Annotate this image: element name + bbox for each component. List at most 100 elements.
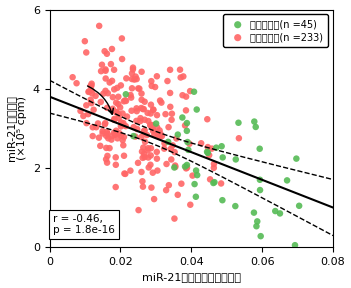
正常細胞　（n =45）: [193, 194, 199, 199]
がん細胞　（n =233）: [110, 107, 115, 111]
正常細胞　（n =45）: [257, 188, 263, 192]
がん細胞　（n =233）: [170, 143, 176, 148]
がん細胞　（n =233）: [140, 145, 146, 150]
がん細胞　（n =233）: [103, 67, 108, 72]
がん細胞　（n =233）: [90, 91, 95, 96]
がん細胞　（n =233）: [148, 146, 154, 151]
正常細胞　（n =45）: [211, 181, 216, 185]
がん細胞　（n =233）: [129, 77, 135, 81]
がん細胞　（n =233）: [177, 67, 183, 72]
がん細胞　（n =233）: [157, 134, 163, 139]
がん細胞　（n =233）: [137, 86, 142, 91]
正常細胞　（n =45）: [131, 134, 136, 139]
がん細胞　（n =233）: [150, 108, 156, 112]
がん細胞　（n =233）: [140, 184, 146, 189]
がん細胞　（n =233）: [187, 202, 193, 207]
がん細胞　（n =233）: [187, 141, 192, 146]
がん細胞　（n =233）: [120, 143, 126, 147]
がん細胞　（n =233）: [142, 99, 147, 104]
がん細胞　（n =233）: [96, 135, 102, 140]
がん細胞　（n =233）: [86, 89, 92, 94]
がん細胞　（n =233）: [132, 77, 137, 82]
正常細胞　（n =45）: [220, 198, 225, 202]
がん細胞　（n =233）: [88, 83, 94, 88]
がん細胞　（n =233）: [190, 173, 196, 178]
がん細胞　（n =233）: [102, 49, 107, 54]
がん細胞　（n =233）: [119, 36, 125, 41]
正常細胞　（n =45）: [180, 115, 185, 120]
がん細胞　（n =233）: [114, 86, 120, 90]
がん細胞　（n =233）: [148, 111, 153, 116]
がん細胞　（n =233）: [198, 141, 204, 145]
正常細胞　（n =45）: [233, 157, 239, 162]
正常細胞　（n =45）: [185, 140, 190, 144]
がん細胞　（n =233）: [108, 137, 114, 142]
がん細胞　（n =233）: [134, 109, 140, 113]
がん細胞　（n =233）: [205, 145, 211, 149]
がん細胞　（n =233）: [152, 85, 158, 89]
がん細胞　（n =233）: [98, 100, 104, 104]
がん細胞　（n =233）: [178, 75, 184, 80]
正常細胞　（n =45）: [257, 146, 263, 151]
がん細胞　（n =233）: [117, 105, 123, 110]
がん細胞　（n =233）: [129, 108, 134, 113]
がん細胞　（n =233）: [118, 133, 124, 138]
正常細胞　（n =45）: [194, 107, 199, 112]
がん細胞　（n =233）: [146, 155, 151, 160]
がん細胞　（n =233）: [141, 129, 146, 134]
がん細胞　（n =233）: [103, 76, 108, 81]
がん細胞　（n =233）: [122, 172, 128, 176]
がん細胞　（n =233）: [111, 130, 117, 135]
がん細胞　（n =233）: [133, 119, 139, 123]
がん細胞　（n =233）: [180, 93, 185, 98]
がん細胞　（n =233）: [74, 81, 79, 86]
がん細胞　（n =233）: [113, 185, 119, 189]
がん細胞　（n =233）: [145, 148, 151, 153]
がん細胞　（n =233）: [172, 216, 177, 221]
がん細胞　（n =233）: [211, 166, 217, 170]
がん細胞　（n =233）: [136, 208, 141, 213]
正常細胞　（n =45）: [192, 182, 197, 186]
がん細胞　（n =233）: [142, 128, 147, 133]
がん細胞　（n =233）: [119, 57, 125, 61]
がん細胞　（n =233）: [168, 147, 173, 151]
がん細胞　（n =233）: [148, 123, 153, 128]
がん細胞　（n =233）: [105, 131, 110, 136]
がん細胞　（n =233）: [183, 94, 189, 99]
がん細胞　（n =233）: [100, 129, 105, 133]
がん細胞　（n =233）: [108, 62, 114, 67]
がん細胞　（n =233）: [218, 181, 224, 186]
X-axis label: miR-21のアデニル化の割合: miR-21のアデニル化の割合: [142, 272, 241, 283]
がん細胞　（n =233）: [88, 97, 93, 102]
がん細胞　（n =233）: [81, 114, 86, 118]
がん細胞　（n =233）: [148, 103, 154, 107]
がん細胞　（n =233）: [148, 153, 153, 158]
がん細胞　（n =233）: [151, 197, 157, 201]
がん細胞　（n =233）: [104, 130, 110, 134]
がん細胞　（n =233）: [111, 67, 117, 72]
正常細胞　（n =45）: [184, 163, 190, 167]
がん細胞　（n =233）: [104, 105, 110, 110]
がん細胞　（n =233）: [88, 84, 93, 88]
がん細胞　（n =233）: [174, 136, 179, 141]
正常細胞　（n =45）: [153, 121, 159, 126]
がん細胞　（n =233）: [139, 97, 145, 102]
正常細胞　（n =45）: [186, 147, 191, 152]
がん細胞　（n =233）: [89, 82, 94, 86]
がん細胞　（n =233）: [110, 95, 115, 99]
正常細胞　（n =45）: [172, 165, 177, 170]
がん細胞　（n =233）: [95, 121, 101, 126]
がん細胞　（n =233）: [163, 112, 168, 116]
がん細胞　（n =233）: [148, 185, 154, 190]
正常細胞　（n =45）: [193, 168, 199, 173]
正常細胞　（n =45）: [251, 210, 257, 215]
がん細胞　（n =233）: [150, 129, 156, 133]
正常細胞　（n =45）: [191, 89, 197, 94]
がん細胞　（n =233）: [113, 100, 119, 105]
がん細胞　（n =233）: [138, 106, 144, 110]
正常細胞　（n =45）: [277, 211, 283, 216]
がん細胞　（n =233）: [147, 122, 153, 127]
がん細胞　（n =233）: [99, 62, 105, 67]
がん細胞　（n =233）: [112, 117, 117, 121]
がん細胞　（n =233）: [149, 84, 154, 88]
